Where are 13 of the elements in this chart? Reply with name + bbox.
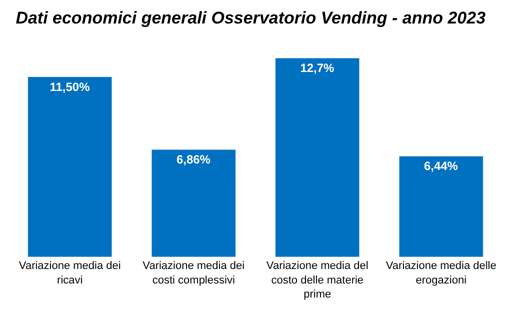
bar: [28, 76, 112, 257]
data-label: 6,44%: [424, 159, 458, 174]
data-label: 12,7%: [300, 61, 335, 75]
chart-title: Dati economici generali Osservatorio Vending - anno 2023: [16, 8, 486, 28]
x-tick-label: Variazione media dei ricavi: [18, 260, 121, 286]
bar: [151, 149, 236, 257]
x-tick-label: Variazione media del costo delle materie prime: [266, 260, 368, 301]
bar: [275, 58, 360, 257]
data-label: 6,86%: [176, 152, 211, 167]
bar: [398, 156, 484, 257]
data-label: 11,50%: [50, 80, 90, 94]
x-tick-label: Variazione media delle erogazioni: [386, 260, 496, 286]
x-tick-label: Variazione media dei costi complessivi: [142, 260, 245, 286]
